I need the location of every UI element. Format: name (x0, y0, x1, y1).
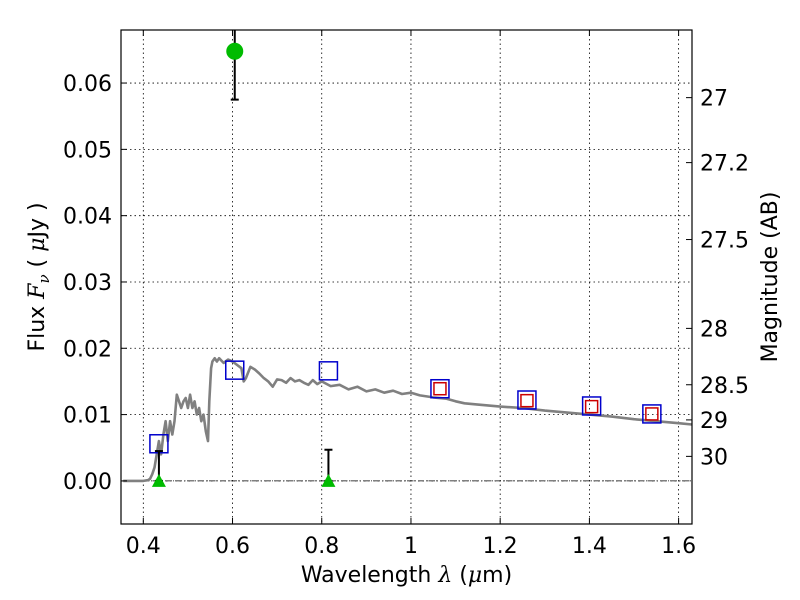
y-axis-label-unit: Jy ) (25, 202, 50, 239)
grid-lines (121, 30, 692, 524)
y-tick-label: 0.02 (63, 337, 112, 362)
x-axis-label: Wavelength λ (μm) (301, 563, 512, 588)
markers-layer (149, 30, 662, 487)
detection-point-green (226, 42, 244, 60)
x-axis-label-mu: μ (468, 563, 482, 588)
photometry-point-red (433, 381, 447, 396)
x-tick-label: 0.6 (215, 534, 250, 559)
x-axis-label-paren: ( (452, 563, 468, 588)
y-tick-label: 0.00 (63, 470, 112, 495)
y-tick-label: 0.04 (63, 205, 112, 230)
y-axis-label: Flux Fν ( μJy ) (25, 202, 53, 351)
y2-tick-label: 28.5 (700, 374, 749, 399)
x-axis-label-lambda: λ (437, 563, 452, 588)
photometry-point-blue (581, 396, 602, 416)
y2-tick-label: 27.5 (700, 229, 749, 254)
y-tick-label: 0.01 (63, 404, 112, 429)
model-curve-layer (123, 356, 693, 483)
y-axis-label-F: F (25, 283, 50, 300)
y-axis-label-text: Flux (25, 299, 50, 352)
photometry-point-blue (225, 360, 245, 380)
y-tick-label: 0.05 (63, 138, 112, 163)
photometry-point-red (645, 407, 659, 421)
y2-tick-label: 28 (700, 317, 728, 342)
ticks-layer: 0.4 0.6 0.8 1 1.2 1.4 1.6 0.00 0.01 0.02 0.03 0.04 0… (63, 30, 749, 559)
model-sed-curve (123, 356, 693, 483)
right-axis-label: Magnitude (AB) (758, 192, 783, 363)
plot-frame (120, 29, 693, 525)
x-axis-label-text: Wavelength (301, 563, 439, 588)
y-axis-label-mu: μ (25, 238, 50, 252)
x-tick-label: 1 (404, 534, 418, 559)
y-axis-label-paren: ( (25, 252, 50, 275)
x-axis-label-unit: m) (482, 563, 512, 588)
photometry-point-blue (517, 390, 537, 410)
x-tick-label: 1.6 (661, 534, 696, 559)
y2-tick-label: 27.2 (700, 152, 749, 177)
photometry-point-blue (430, 378, 450, 399)
y-tick-label: 0.03 (63, 271, 112, 296)
y2-tick-label: 29 (700, 409, 728, 434)
x-tick-label: 0.8 (304, 534, 339, 559)
y2-tick-label: 27 (700, 87, 728, 112)
upper-limit-triangle (151, 473, 166, 487)
y-axis-label-nu: ν (35, 274, 53, 283)
x-tick-label: 1.4 (572, 534, 607, 559)
x-tick-label: 1.2 (483, 534, 518, 559)
y2-tick-label: 30 (700, 445, 728, 470)
upper-limit-triangle (321, 473, 336, 487)
y-tick-label: 0.06 (63, 72, 112, 97)
x-tick-label: 0.4 (126, 534, 161, 559)
photometry-point-red (520, 393, 534, 408)
photometry-point-red (584, 399, 599, 414)
photometry-point-blue (318, 361, 339, 381)
photometry-point-blue (642, 404, 662, 424)
